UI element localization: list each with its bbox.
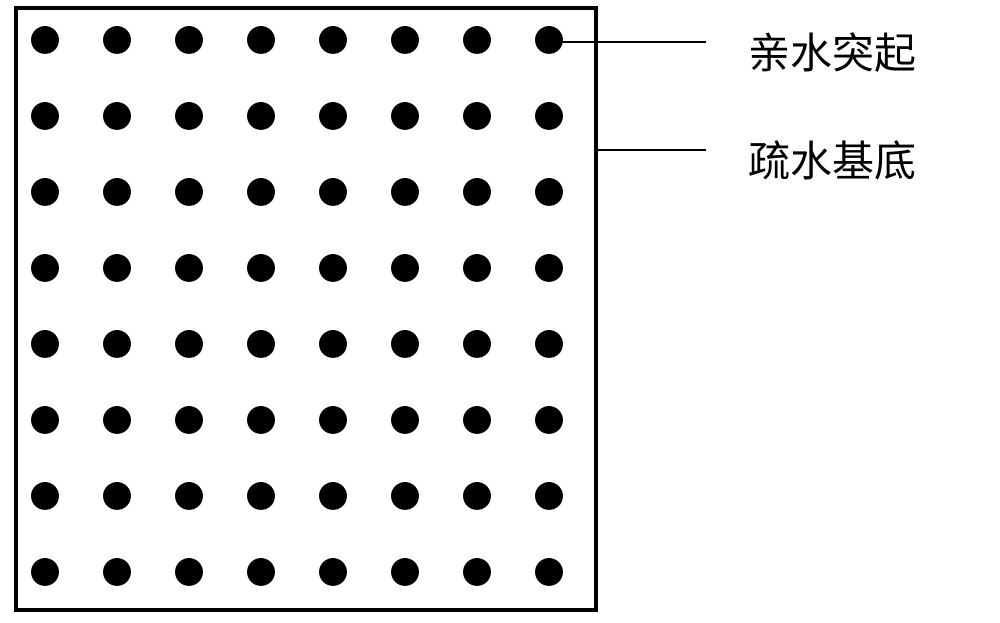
hydrophilic-protrusion-dot (175, 558, 203, 586)
hydrophilic-protrusion-dot (247, 558, 275, 586)
hydrophilic-protrusion-dot (535, 254, 563, 282)
diagram-canvas: 亲水突起 疏水基底 (0, 0, 1000, 623)
hydrophilic-protrusion-dot (31, 102, 59, 130)
hydrophilic-protrusion-dot (103, 254, 131, 282)
hydrophilic-protrusion-dot (319, 482, 347, 510)
hydrophilic-protrusion-dot (463, 254, 491, 282)
hydrophilic-protrusion-dot (31, 406, 59, 434)
hydrophilic-protrusion-dot (319, 102, 347, 130)
hydrophilic-protrusion-dot (103, 26, 131, 54)
hydrophilic-protrusion-dot (31, 558, 59, 586)
hydrophilic-protrusion-dot (103, 102, 131, 130)
hydrophilic-protrusion-dot (175, 330, 203, 358)
hydrophilic-protrusion-dot (31, 26, 59, 54)
label-hydrophilic-protrusion: 亲水突起 (748, 20, 916, 81)
hydrophilic-protrusion-dot (103, 330, 131, 358)
hydrophilic-protrusion-dot (391, 558, 419, 586)
hydrophilic-protrusion-dot (463, 178, 491, 206)
hydrophilic-protrusion-dot (391, 102, 419, 130)
hydrophilic-protrusion-dot (31, 254, 59, 282)
hydrophilic-protrusion-dot (247, 482, 275, 510)
hydrophilic-protrusion-dot (391, 482, 419, 510)
hydrophilic-protrusion-dot (103, 406, 131, 434)
hydrophilic-protrusion-dot (175, 254, 203, 282)
hydrophilic-protrusion-dot (463, 26, 491, 54)
hydrophilic-protrusion-dot (175, 26, 203, 54)
hydrophilic-protrusion-dot (31, 330, 59, 358)
hydrophilic-protrusion-dot (247, 26, 275, 54)
hydrophilic-protrusion-dot (175, 406, 203, 434)
hydrophilic-protrusion-dot (463, 482, 491, 510)
hydrophilic-protrusion-dot (463, 558, 491, 586)
hydrophilic-protrusion-dot (31, 482, 59, 510)
hydrophilic-protrusion-dot (535, 482, 563, 510)
hydrophilic-protrusion-dot (103, 178, 131, 206)
leader-line (596, 149, 706, 151)
hydrophilic-protrusion-dot (247, 178, 275, 206)
hydrophilic-protrusion-dot (535, 178, 563, 206)
hydrophilic-protrusion-dot (463, 330, 491, 358)
hydrophilic-protrusion-dot (391, 406, 419, 434)
hydrophilic-protrusion-dot (391, 178, 419, 206)
hydrophilic-protrusion-dot (391, 254, 419, 282)
hydrophilic-protrusion-dot (535, 558, 563, 586)
hydrophilic-protrusion-dot (247, 102, 275, 130)
hydrophilic-protrusion-dot (247, 254, 275, 282)
hydrophilic-protrusion-dot (247, 330, 275, 358)
hydrophilic-protrusion-dot (319, 26, 347, 54)
leader-line (556, 41, 706, 43)
hydrophilic-protrusion-dot (247, 406, 275, 434)
hydrophilic-protrusion-dot (535, 330, 563, 358)
hydrophilic-protrusion-dot (175, 102, 203, 130)
hydrophilic-protrusion-dot (535, 406, 563, 434)
hydrophilic-protrusion-dot (103, 558, 131, 586)
hydrophobic-substrate-box (14, 6, 598, 612)
hydrophilic-protrusion-dot (535, 102, 563, 130)
hydrophilic-protrusion-dot (319, 558, 347, 586)
hydrophilic-protrusion-dot (391, 330, 419, 358)
hydrophilic-protrusion-dot (319, 254, 347, 282)
hydrophilic-protrusion-dot (391, 26, 419, 54)
label-hydrophobic-substrate: 疏水基底 (748, 128, 916, 189)
hydrophilic-protrusion-dot (463, 406, 491, 434)
hydrophilic-protrusion-dot (31, 178, 59, 206)
hydrophilic-protrusion-dot (319, 406, 347, 434)
hydrophilic-protrusion-dot (463, 102, 491, 130)
hydrophilic-protrusion-dot (103, 482, 131, 510)
hydrophilic-protrusion-dot (319, 330, 347, 358)
hydrophilic-protrusion-dot (319, 178, 347, 206)
hydrophilic-protrusion-dot (175, 178, 203, 206)
hydrophilic-protrusion-dot (175, 482, 203, 510)
hydrophilic-protrusion-dot (535, 26, 563, 54)
